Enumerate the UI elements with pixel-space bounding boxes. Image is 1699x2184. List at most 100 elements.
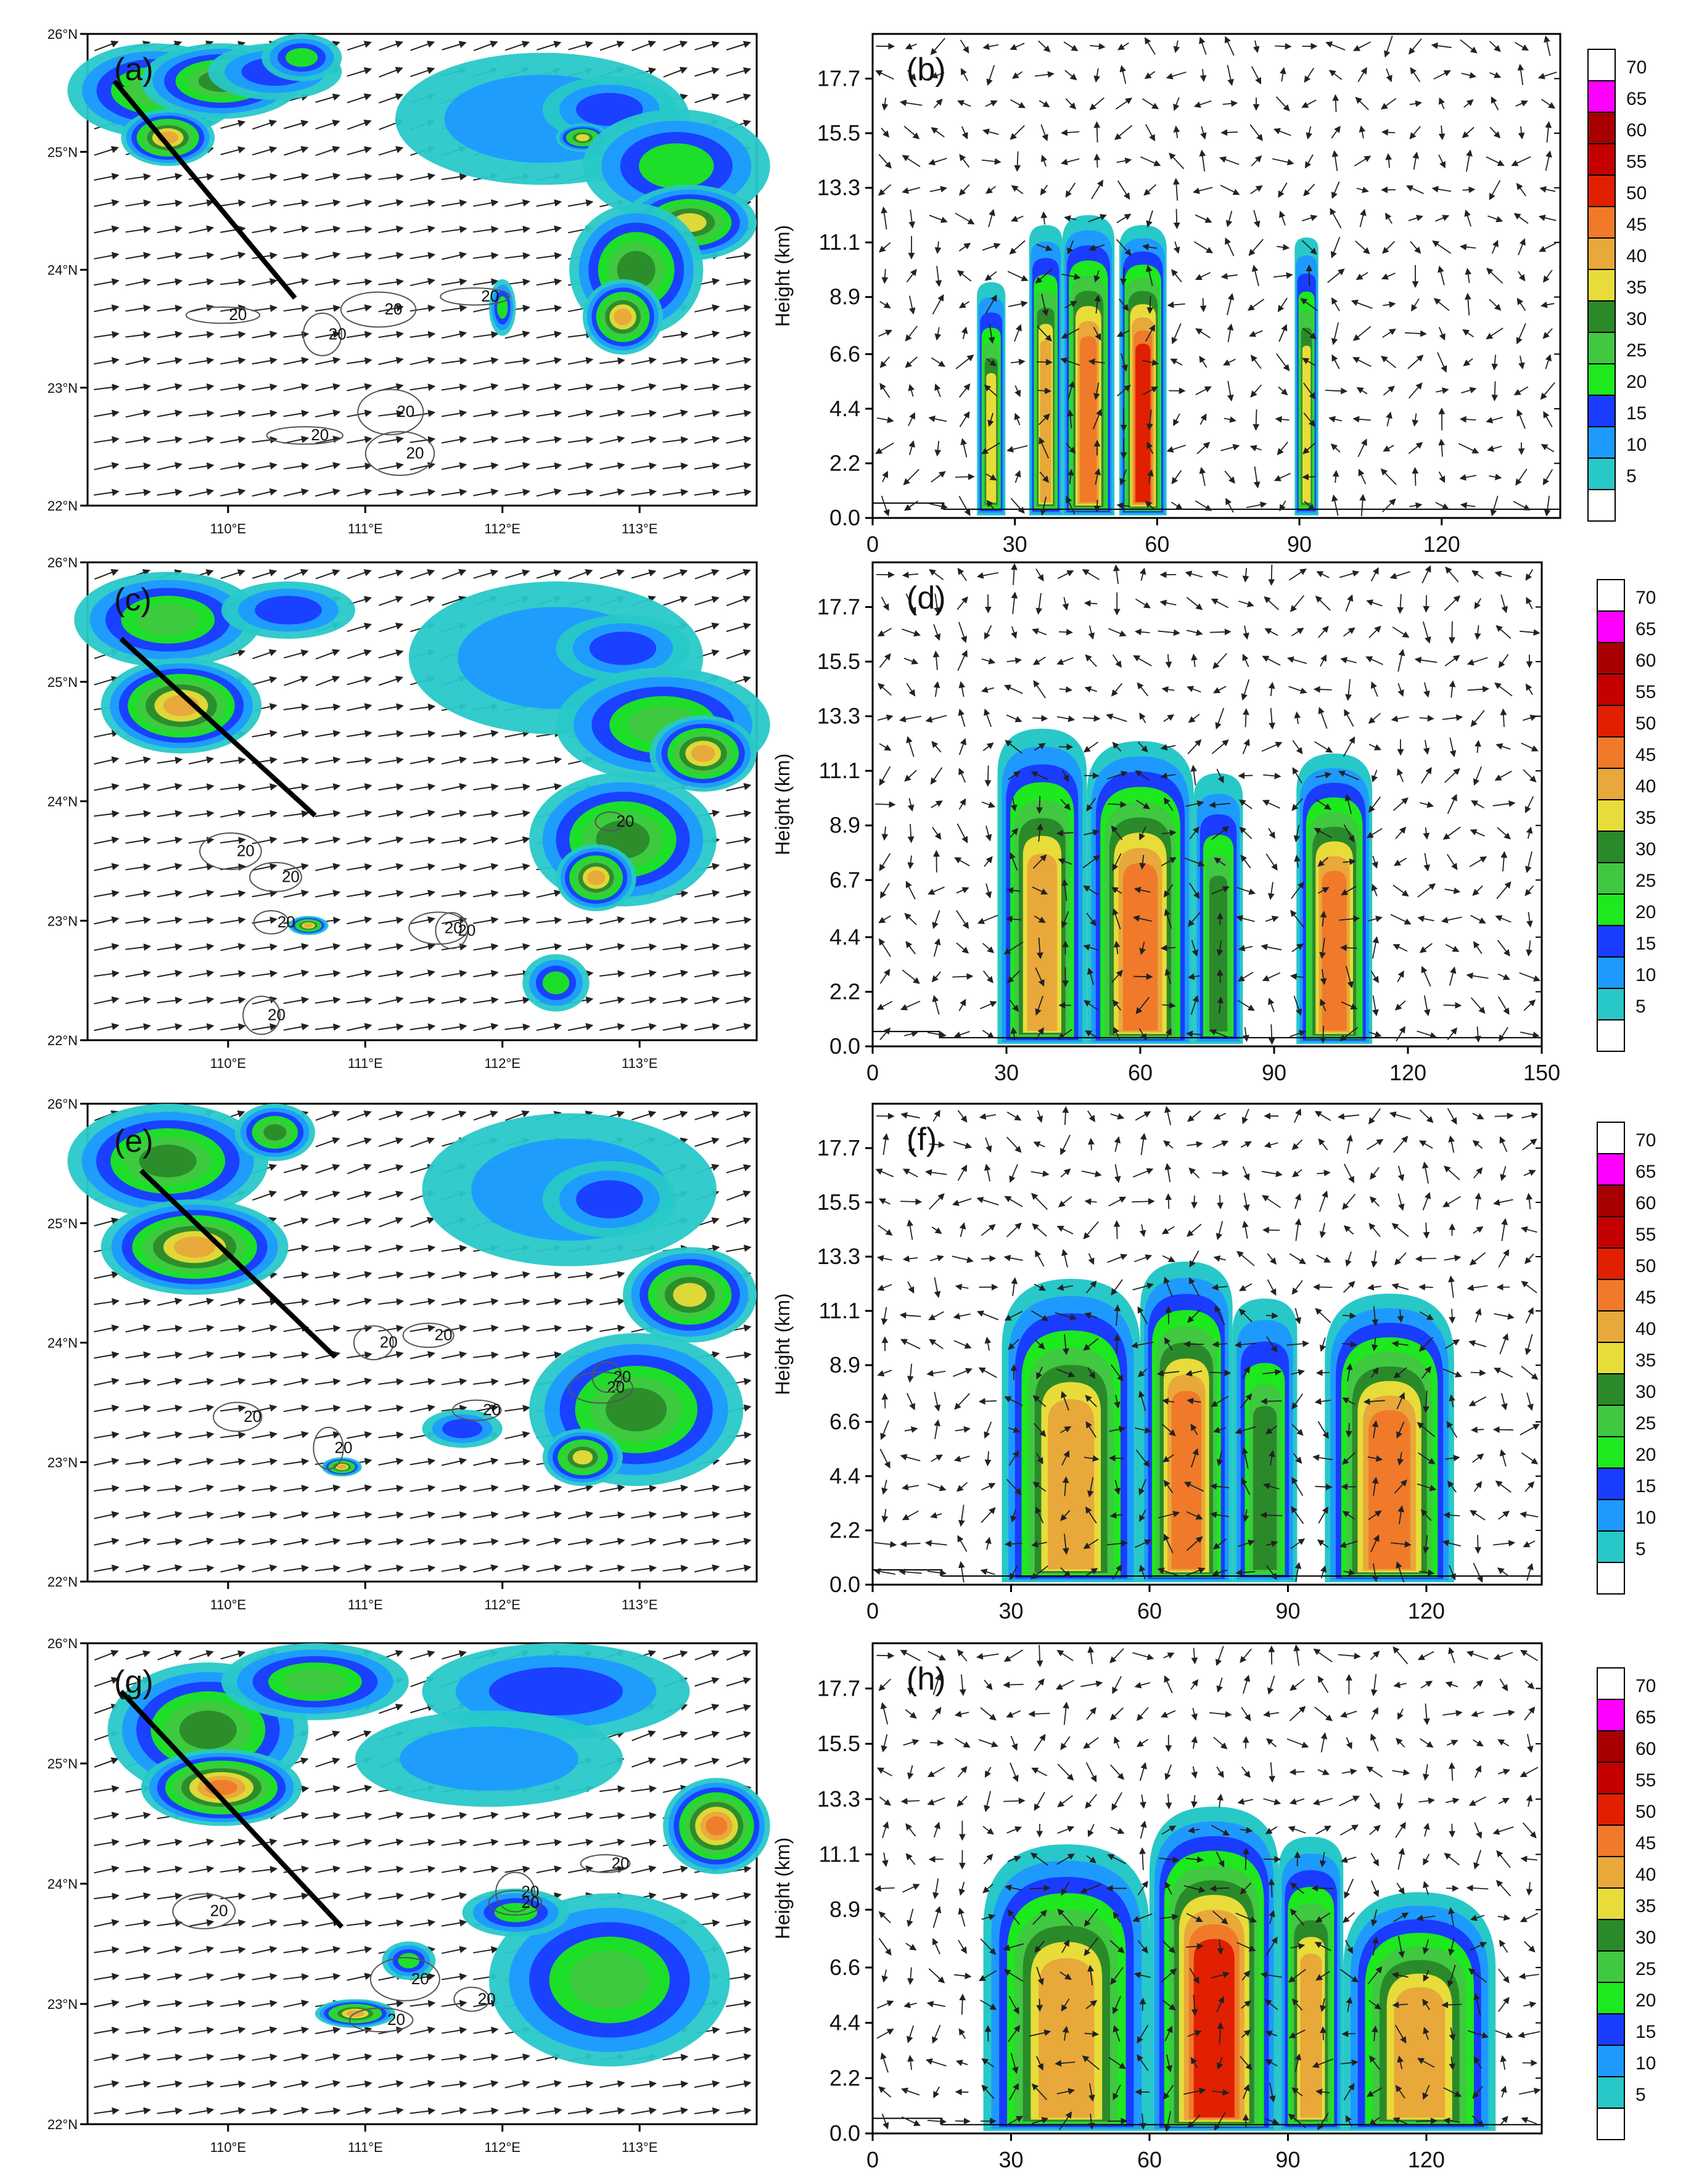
wind-vector <box>347 252 372 260</box>
wind-vector <box>504 330 530 339</box>
x-tick-label: 30 <box>994 1060 1019 1085</box>
wind-vector <box>315 305 341 312</box>
wind-vector <box>188 252 215 260</box>
wind-vector <box>933 98 943 109</box>
wind-vector <box>1408 38 1422 55</box>
wind-vector <box>94 488 120 496</box>
wind-vector <box>1040 124 1048 142</box>
wind-vector <box>1343 1312 1357 1320</box>
y-tick-label: 17.7 <box>817 594 860 619</box>
x-tick-label: 60 <box>1128 1060 1153 1085</box>
colorbar-box <box>1597 956 1625 989</box>
wind-vector <box>409 356 435 366</box>
wind-vector <box>599 41 625 51</box>
wind-vector <box>220 330 246 339</box>
wind-vector <box>378 146 404 156</box>
wind-vector <box>1117 42 1129 51</box>
reflectivity-area <box>286 47 318 67</box>
wind-vector <box>410 67 435 78</box>
colorbar-label: 25 <box>1635 1413 1656 1434</box>
reflectivity-area <box>303 923 313 928</box>
wind-vector <box>536 383 562 392</box>
contour-label: 20 <box>478 1989 496 2008</box>
x-tick-label: 60 <box>1137 1598 1162 1624</box>
wind-vector <box>1165 1306 1172 1324</box>
wind-vector <box>283 356 310 365</box>
wind-vector <box>378 409 405 417</box>
wind-vector <box>694 93 720 104</box>
wind-vector <box>94 409 120 417</box>
wind-vector <box>125 277 151 286</box>
wind-vector <box>409 462 435 470</box>
wind-vector <box>1193 100 1212 108</box>
wind-vector <box>1463 99 1474 108</box>
reflectivity-area <box>337 1464 347 1469</box>
colorbar-box <box>1587 489 1616 522</box>
wind-contour <box>266 426 344 445</box>
wind-vector <box>536 278 562 286</box>
contour-label: 20 <box>237 842 255 860</box>
x-tick-label: 120 <box>1389 1060 1426 1085</box>
reflectivity-area <box>489 1667 623 1715</box>
wind-contour <box>185 306 261 324</box>
wind-vector <box>663 40 688 51</box>
wind-vector <box>378 304 404 313</box>
wind-vector <box>94 252 120 260</box>
wind-vector <box>567 488 594 496</box>
wind-vector <box>1541 99 1556 109</box>
wind-vector <box>188 199 215 207</box>
colorbar-label: 20 <box>1635 902 1656 922</box>
colorbar-box <box>1597 736 1625 769</box>
wind-vector <box>94 436 120 444</box>
colorbar-label: 35 <box>1635 808 1656 828</box>
colorbar-label: 40 <box>1635 1865 1656 1885</box>
lon-label: 111°E <box>348 1056 383 1071</box>
wind-vector <box>1039 100 1050 108</box>
colorbar-label: 35 <box>1626 277 1647 298</box>
wind-vector <box>536 488 562 497</box>
colorbar-box <box>1587 143 1616 176</box>
wind-vector <box>220 120 246 129</box>
wind-vector <box>504 436 530 444</box>
reflectivity-area <box>589 631 657 665</box>
wind-vector <box>157 225 183 234</box>
wind-vector <box>94 225 120 234</box>
wind-vector <box>347 357 372 365</box>
y-tick-label: 15.5 <box>817 649 860 674</box>
wind-vector <box>188 462 215 470</box>
wind-vector <box>1381 129 1396 136</box>
wind-vector <box>1011 71 1023 79</box>
reflectivity-area <box>576 1180 643 1218</box>
wind-vector <box>984 594 992 614</box>
wind-vector <box>662 383 689 391</box>
wind-vector <box>378 436 404 444</box>
colorbar-box <box>1597 862 1625 895</box>
colorbar-label: 45 <box>1635 1287 1656 1308</box>
wind-vector <box>473 488 499 496</box>
wind-vector <box>1036 795 1043 815</box>
colorbar-box <box>1597 799 1625 832</box>
colorbar-label: 30 <box>1626 309 1647 329</box>
wind-vector <box>252 278 278 286</box>
colorbar-label: 30 <box>1635 839 1656 860</box>
wind-vector <box>982 128 999 135</box>
wind-vector <box>220 357 246 365</box>
panel-label-c: (c) <box>114 582 152 618</box>
wind-vector <box>409 173 436 181</box>
wind-vector <box>220 278 246 286</box>
y-tick-label: 11.1 <box>819 758 860 783</box>
wind-vector <box>960 68 969 81</box>
wind-vector <box>157 409 183 417</box>
wind-vector <box>982 43 999 50</box>
wind-vector <box>347 278 372 286</box>
wind-vector <box>1145 37 1156 55</box>
colorbar-label: 50 <box>1626 183 1647 203</box>
wind-vector <box>94 462 120 470</box>
wind-vector <box>441 278 467 286</box>
wind-vector <box>347 199 372 207</box>
wind-vector <box>875 70 894 80</box>
cross-section-line <box>112 79 297 300</box>
wind-vector <box>157 252 183 260</box>
wind-vector <box>1260 1398 1282 1405</box>
wind-vector <box>599 435 625 445</box>
